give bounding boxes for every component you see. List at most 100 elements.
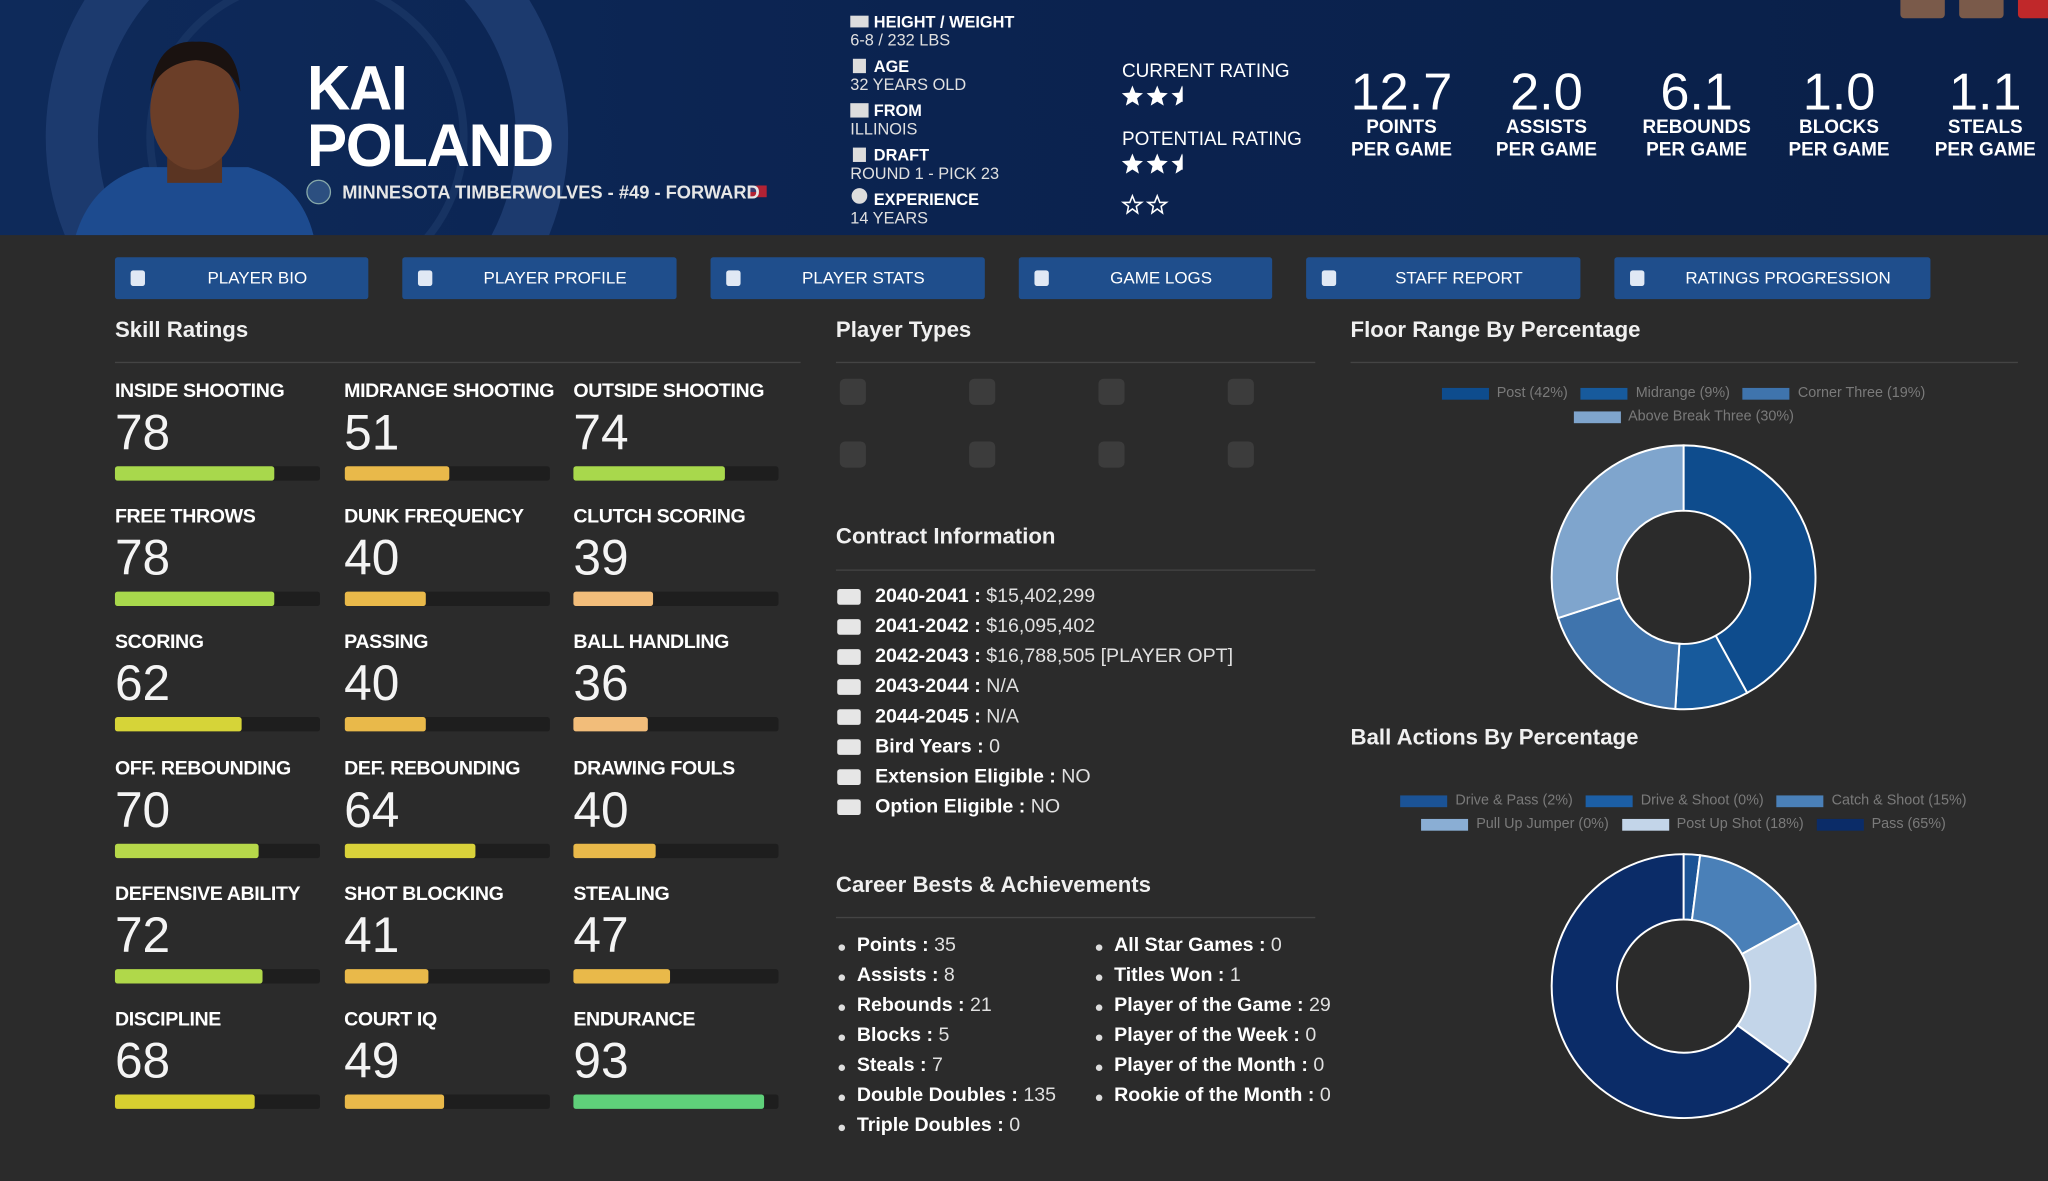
contract-value: N/A: [986, 705, 1019, 728]
stat-value: 2.0: [1510, 63, 1583, 122]
skill-label: ENDURANCE: [573, 1008, 696, 1031]
career-row: All Star Games : 0: [1114, 934, 1282, 956]
legend-label: Post (42%): [1496, 385, 1568, 401]
skill-bar: [573, 968, 670, 984]
contract-value: N/A: [986, 675, 1019, 698]
skill-label: MIDRANGE SHOOTING: [344, 380, 555, 403]
legend-label: Catch & Shoot (15%): [1831, 792, 1967, 809]
legend-swatch: [1585, 794, 1633, 807]
nav-button[interactable]: STAFF REPORT: [1306, 257, 1581, 300]
nav-label: PLAYER PROFILE: [483, 267, 627, 288]
star: [1121, 85, 1143, 106]
skill-label: BALL HANDLING: [573, 631, 730, 654]
legend-label: Pass (65%): [1871, 816, 1946, 832]
contract-row: 2043-2044 : N/A: [875, 675, 1019, 697]
skill-label: PASSING: [344, 631, 429, 654]
nav-button[interactable]: PLAYER STATS: [710, 257, 985, 300]
contract-icon: [837, 709, 861, 725]
skill-value: 39: [573, 531, 629, 587]
rating-label: CURRENT RATING: [1121, 61, 1290, 83]
contract-row: 2044-2045 : N/A: [875, 705, 1019, 727]
icon: [852, 58, 866, 74]
career-value: 135: [1023, 1084, 1057, 1107]
bullet: [838, 1094, 846, 1102]
team-line: MINNESOTA TIMBERWOLVES - #49 - FORWARD: [342, 181, 760, 203]
skill-value: 40: [573, 783, 629, 838]
bio-value: ROUND 1 - PICK 23: [850, 164, 1000, 183]
skill-value: 72: [114, 908, 171, 964]
legend-swatch: [1580, 387, 1628, 400]
career-value: 8: [943, 963, 955, 987]
content: [0, 235, 2048, 1181]
logo-ring: [45, 0, 569, 236]
star: [1121, 153, 1143, 174]
stat-value: 1.1: [1948, 63, 2022, 122]
section-rule: [835, 361, 1316, 364]
career-value: 1: [1229, 963, 1241, 987]
contract-label: Bird Years :: [875, 735, 984, 758]
legend-item: Post Up Shot (18%): [1621, 816, 1804, 832]
chart-title: Floor Range By Percentage: [1350, 317, 1641, 343]
career-row: Triple Doubles : 0: [857, 1114, 1020, 1136]
stat-sub: PER GAME: [1646, 139, 1748, 161]
contract-row: 2040-2041 : $15,402,299: [875, 585, 1095, 607]
nav-icon: [726, 270, 741, 287]
skill-value: 49: [344, 1034, 400, 1090]
skill-bar: [344, 843, 476, 858]
contract-icon: [837, 679, 861, 695]
skill-value: 40: [344, 531, 400, 587]
legend-swatch: [1816, 818, 1864, 831]
career-row: Double Doubles : 135: [857, 1084, 1056, 1106]
header-art: [45, 0, 2048, 236]
contract-value: $16,788,505 [PLAYER OPT]: [986, 645, 1234, 668]
bio-label: EXPERIENCE: [873, 190, 980, 209]
stat-label: STEALS: [1947, 117, 2023, 139]
stat-label: ASSISTS: [1505, 117, 1587, 139]
career-row: Points : 35: [857, 934, 956, 956]
type-icon: [969, 441, 996, 468]
career-label: Double Doubles :: [856, 1084, 1018, 1107]
type-icon: [1098, 378, 1125, 405]
legend: Post (42%) Midrange (9%) Corner Three (19%…: [1422, 385, 1944, 424]
legend-swatch: [1776, 794, 1824, 807]
star: [1120, 193, 1144, 215]
section-rule: [1350, 361, 2018, 364]
career-label: Player of the Month :: [1114, 1054, 1308, 1077]
bullet: [838, 1004, 846, 1011]
nav-button[interactable]: PLAYER PROFILE: [402, 257, 677, 300]
legend-item: Drive & Pass (2%): [1400, 793, 1573, 808]
career-value: 0: [1270, 933, 1282, 957]
legend-label: Corner Three (19%): [1797, 385, 1926, 401]
contract-row: 2041-2042 : $16,095,402: [875, 615, 1095, 637]
head: [150, 52, 240, 170]
skill-bar: [114, 843, 259, 858]
skill-value: 78: [114, 531, 171, 587]
nav-button[interactable]: PLAYER BIO: [114, 257, 369, 300]
skill-bar: [114, 717, 243, 732]
contract-value: 0: [989, 735, 1000, 758]
career-value: 29: [1309, 993, 1331, 1017]
skill-label: OFF. REBOUNDING: [114, 757, 291, 780]
top-button: [1959, 0, 2004, 19]
type-icon: [1227, 378, 1254, 405]
jersey: [75, 167, 314, 236]
stars: [1121, 85, 1183, 106]
last-name: POLAND: [306, 111, 554, 179]
nav-icon: [1321, 270, 1337, 287]
skill-value: 41: [344, 908, 400, 964]
bullet: [1095, 1034, 1103, 1041]
bio-icons: [850, 15, 869, 204]
type-icon: [969, 378, 996, 405]
team-logo: [306, 179, 332, 205]
career-value: 35: [934, 933, 956, 957]
skill-bar: [344, 1094, 445, 1109]
skill-bar: [573, 717, 648, 732]
nav-button[interactable]: RATINGS PROGRESSION: [1614, 257, 1931, 300]
star: [1171, 85, 1183, 106]
bio-value: ILLINOIS: [850, 120, 918, 139]
stat-label: POINTS: [1366, 117, 1437, 139]
skill-bar: [344, 591, 427, 607]
nav-button[interactable]: GAME LOGS: [1018, 257, 1273, 300]
skill-value: 40: [344, 657, 400, 713]
icon: [850, 103, 869, 118]
